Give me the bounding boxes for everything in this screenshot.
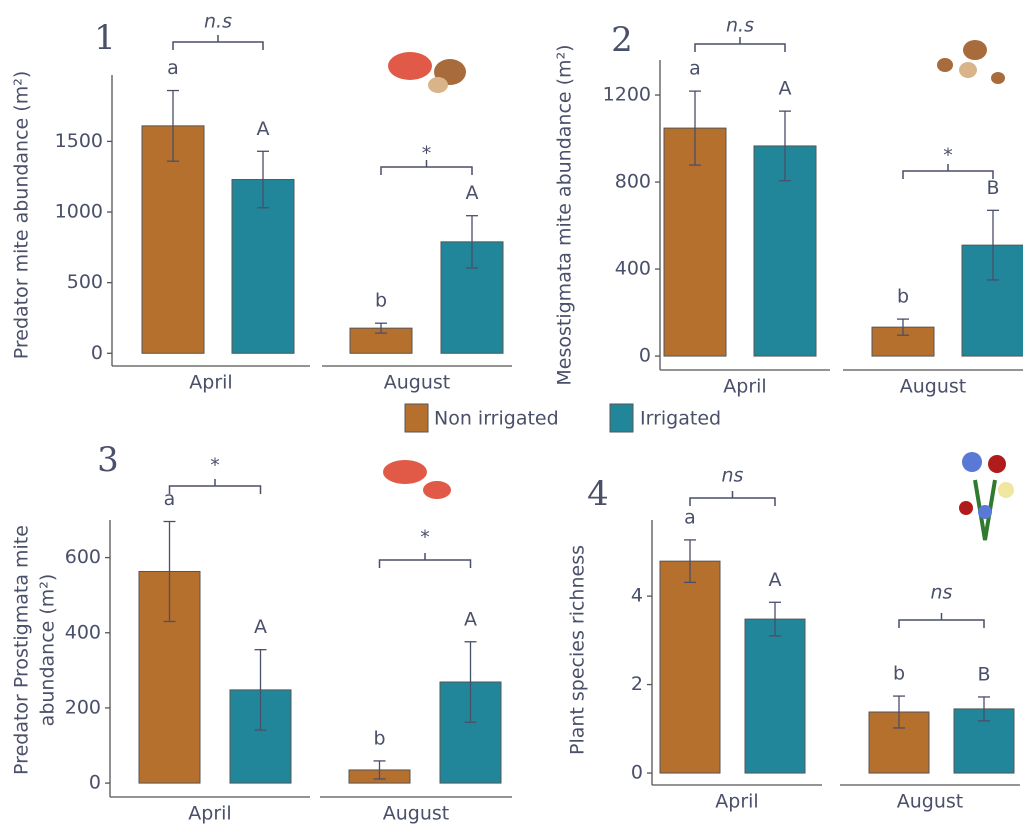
y-tick-label: 400 (615, 258, 651, 280)
significance-bracket (690, 491, 775, 506)
group-letter: a (167, 57, 179, 79)
x-tick-label: April (188, 803, 231, 824)
y-tick-label: 400 (65, 621, 101, 643)
significance-label: * (210, 455, 220, 477)
group-letter: A (779, 78, 792, 100)
legend-label: Irrigated (640, 408, 721, 430)
legend-label: Non irrigated (434, 408, 559, 430)
significance-bracket (173, 35, 263, 50)
group-letter: B (986, 177, 999, 199)
panel-number: 4 (587, 474, 609, 514)
mite-icon (388, 52, 466, 93)
group-letter: A (466, 182, 479, 204)
legend-swatch (610, 404, 633, 432)
group-letter: b (897, 286, 909, 308)
group-letter: A (464, 608, 477, 630)
x-tick-label: August (900, 376, 967, 398)
group-letter: b (373, 727, 385, 749)
group-letter: b (375, 290, 387, 312)
significance-bracket (380, 553, 471, 568)
x-tick-label: April (189, 372, 232, 394)
y-tick-label: 0 (89, 772, 101, 794)
bar (660, 561, 720, 773)
significance-bracket (899, 613, 984, 628)
y-tick-label: 0 (91, 342, 103, 364)
y-tick-label: 0 (639, 345, 651, 367)
mite-icon (383, 460, 451, 499)
y-tick-label: 1500 (55, 130, 103, 152)
x-tick-label: August (897, 791, 964, 813)
y-tick-label: 1000 (55, 201, 103, 223)
significance-bracket (695, 37, 785, 52)
y-axis-label: Mesostigmata mite abundance (m²) (554, 44, 576, 385)
y-axis-label: abundance (m²) (37, 574, 59, 727)
x-tick-label: April (715, 791, 758, 813)
legend: Non irrigated Irrigated (405, 404, 721, 432)
x-tick-label: August (384, 372, 451, 394)
significance-label: n.s (204, 11, 232, 33)
x-tick-label: April (723, 376, 766, 398)
y-tick-label: 0 (631, 762, 643, 784)
figure: Non irrigated Irrigated 1 Predator mite a… (0, 0, 1023, 824)
significance-label: n.s (726, 15, 754, 37)
group-letter: B (977, 663, 990, 685)
significance-label: ns (722, 465, 744, 487)
group-letter: A (769, 569, 782, 591)
y-tick-label: 500 (67, 271, 103, 293)
mite-icon (937, 40, 1005, 84)
significance-label: ns (931, 582, 953, 604)
significance-label: * (422, 143, 432, 165)
y-tick-label: 800 (615, 171, 651, 193)
y-tick-label: 4 (631, 585, 643, 607)
panel-number: 3 (97, 440, 119, 480)
group-letter: a (684, 506, 696, 528)
group-letter: b (893, 663, 905, 685)
bar (745, 619, 805, 773)
significance-label: * (420, 527, 430, 549)
y-tick-label: 200 (65, 696, 101, 718)
y-axis-label: Predator Prostigmata mite (11, 525, 33, 775)
significance-label: * (943, 145, 953, 167)
y-axis-label: Plant species richness (567, 545, 589, 755)
group-letter: A (254, 616, 267, 638)
x-tick-label: August (383, 803, 450, 824)
flower-icon (959, 452, 1014, 540)
y-tick-label: 2 (631, 673, 643, 695)
y-tick-label: 1200 (603, 84, 651, 106)
y-axis-label: Predator mite abundance (m²) (11, 71, 33, 359)
y-tick-label: 600 (65, 546, 101, 568)
group-letter: a (689, 58, 701, 80)
panel-number: 2 (611, 20, 633, 60)
legend-swatch (405, 404, 428, 432)
significance-bracket (170, 479, 261, 494)
panel-number: 1 (94, 18, 116, 58)
group-letter: A (257, 118, 270, 140)
